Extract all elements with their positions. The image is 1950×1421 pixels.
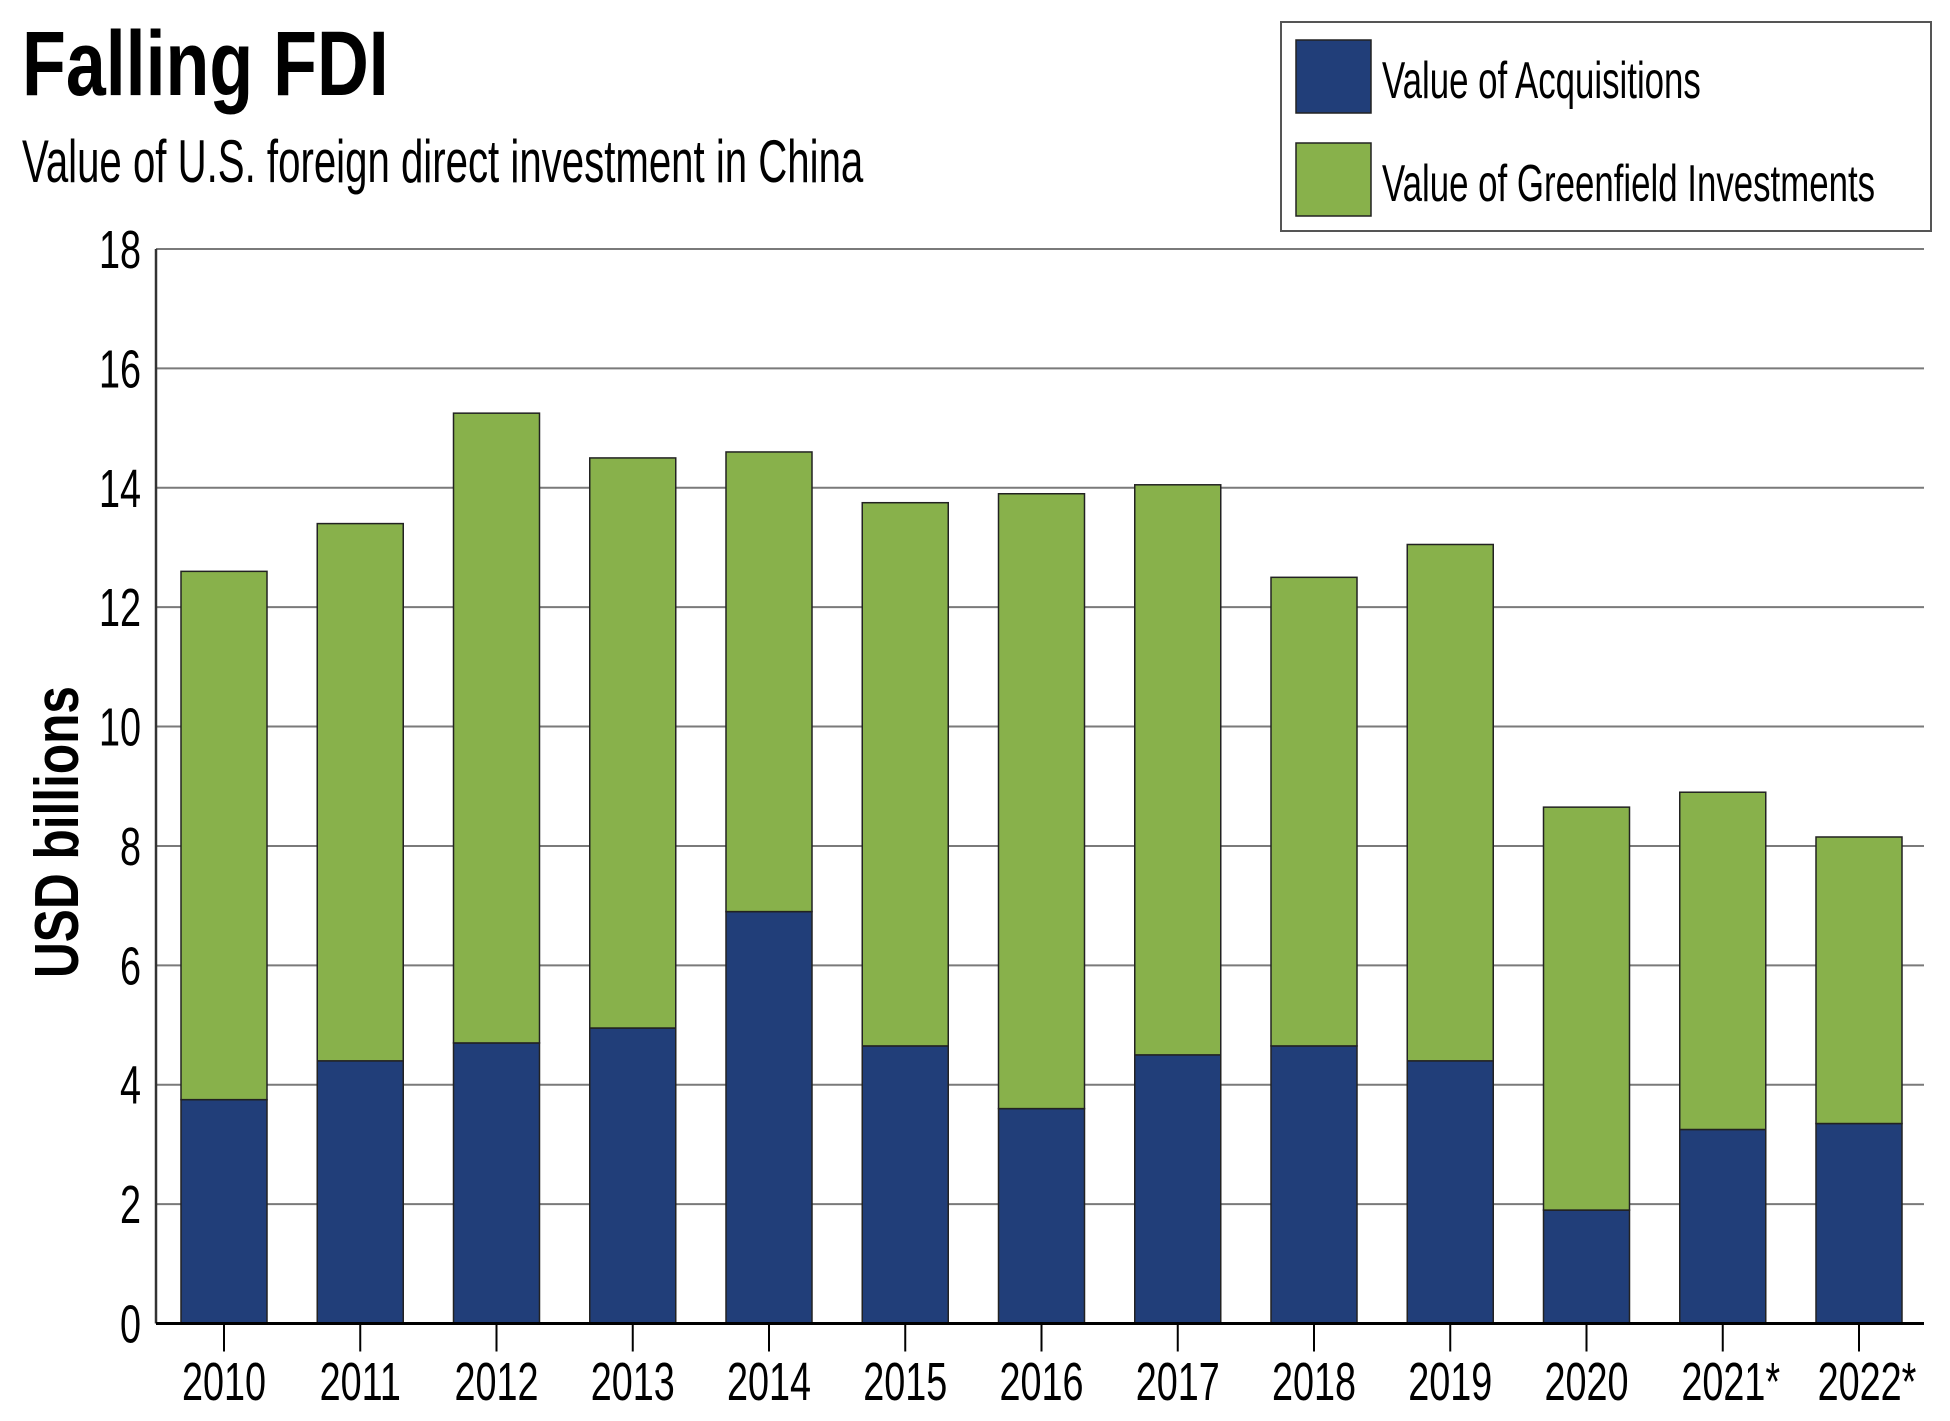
bars	[180, 412, 1903, 1325]
bar-greenfield-2013	[589, 457, 677, 1029]
x-tick-label: 2016	[999, 1351, 1083, 1411]
bar-acquisitions-2011	[316, 1060, 404, 1325]
bar-acquisitions-2020	[1542, 1209, 1631, 1325]
legend-box	[1280, 21, 1932, 232]
y-tick-label: 10	[99, 697, 141, 757]
bar-greenfield-2022	[1815, 836, 1903, 1125]
bar-greenfield-2012	[452, 412, 541, 1044]
legend-swatch-acquisitions	[1295, 39, 1372, 114]
x-tick-label: 2014	[727, 1351, 811, 1411]
bar-acquisitions-2010	[180, 1098, 268, 1325]
y-tick-label: 12	[99, 578, 141, 638]
y-tick-label: 18	[99, 219, 141, 279]
chart-subtitle: Value of U.S. foreign direct investment …	[22, 128, 864, 195]
x-tick-label: 2013	[591, 1351, 675, 1411]
y-tick-label: 4	[120, 1055, 141, 1115]
bar-greenfield-2014	[725, 451, 813, 913]
bar-acquisitions-2019	[1406, 1060, 1494, 1325]
x-tick-label: 2018	[1272, 1351, 1356, 1411]
legend-label-acquisitions: Value of Acquisitions	[1382, 52, 1701, 110]
y-tick-label: 0	[120, 1294, 141, 1354]
x-tick-label: 2012	[454, 1351, 538, 1411]
y-tick-label: 8	[120, 816, 141, 876]
bar-acquisitions-2012	[452, 1042, 541, 1325]
bar-acquisitions-2018	[1270, 1045, 1358, 1325]
bar-greenfield-2019	[1406, 543, 1494, 1062]
x-tick-label: 2022*	[1818, 1351, 1917, 1411]
y-tick-label: 14	[99, 458, 141, 518]
legend-label-greenfield: Value of Greenfield Investments	[1382, 155, 1875, 213]
bar-greenfield-2017	[1134, 484, 1222, 1056]
x-axis-ticks: 2010 2011 2012 2013 2014 2015 2016 2017 2018 2019…	[182, 1323, 1917, 1412]
x-tick-label: 2021*	[1681, 1351, 1780, 1411]
bar-acquisitions-2017	[1134, 1054, 1222, 1325]
bar-greenfield-2015	[861, 501, 949, 1047]
bar-greenfield-2020	[1542, 806, 1631, 1211]
y-tick-label: 6	[120, 936, 141, 996]
bar-acquisitions-2021	[1679, 1128, 1767, 1325]
legend-swatch-greenfield	[1295, 142, 1372, 217]
legend: Value of Acquisitions Value of Greenfiel…	[1280, 21, 1932, 232]
x-tick-label: 2020	[1544, 1351, 1628, 1411]
bar-acquisitions-2016	[997, 1107, 1086, 1325]
y-tick-label: 2	[120, 1174, 141, 1234]
bar-acquisitions-2015	[861, 1045, 949, 1325]
x-tick-label: 2017	[1136, 1351, 1220, 1411]
x-tick-label: 2011	[320, 1351, 401, 1411]
x-tick-label: 2019	[1408, 1351, 1492, 1411]
y-axis-label: USD billions	[22, 686, 92, 978]
y-tick-label: 16	[99, 339, 141, 399]
bar-greenfield-2021	[1679, 791, 1767, 1131]
bar-greenfield-2010	[180, 570, 268, 1101]
chart-title: Falling FDI	[22, 12, 389, 115]
y-axis-ticks: 0 2 4 6 8 10 12 14 16 18	[99, 219, 141, 1354]
bar-greenfield-2018	[1270, 576, 1358, 1047]
x-tick-label: 2015	[863, 1351, 947, 1411]
bar-greenfield-2016	[997, 492, 1086, 1110]
bar-greenfield-2011	[316, 522, 404, 1062]
x-tick-label: 2010	[182, 1351, 266, 1411]
bar-acquisitions-2014	[725, 910, 813, 1325]
bar-acquisitions-2013	[589, 1027, 677, 1325]
bar-acquisitions-2022	[1815, 1122, 1903, 1325]
